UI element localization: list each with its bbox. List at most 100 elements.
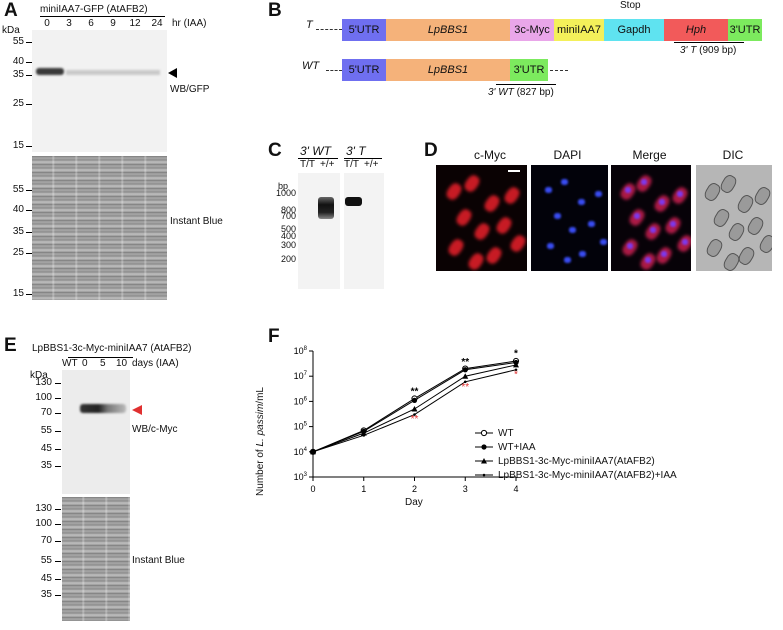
y-tick-label: 103: [294, 472, 308, 482]
panel-e-header-line: [68, 357, 133, 358]
series-point: [362, 434, 366, 437]
cmyc-marker-label: 45: [40, 443, 52, 454]
x-tick-label: 2: [412, 484, 417, 494]
t-construct: 5'UTR LpBBS1 3c-Myc miniIAA7 Gapdh Hph 3'UTR: [342, 19, 762, 41]
gel-a-marker-tick: [26, 210, 32, 211]
cmyc-lane-label: 5: [100, 358, 106, 369]
chart-series: [309, 357, 520, 455]
merge-nucleus: [659, 199, 665, 205]
cmyc-cell: [466, 251, 486, 271]
t-left-dash: [316, 29, 342, 30]
cmyc-arrowhead: [132, 405, 142, 415]
if-image-dapi: [531, 165, 608, 271]
chart-significance: **********: [411, 349, 518, 426]
merge-nucleus: [650, 227, 656, 233]
dapi-nucleus: [599, 239, 607, 245]
merge-nucleus: [644, 257, 651, 263]
southern-genotype: +/+: [364, 159, 379, 170]
instant-blue-gel-e-lanes: [62, 497, 130, 621]
panel-a-header: miniIAA7-GFP (AtAFB2): [40, 4, 148, 15]
gfp-marker-tick: [26, 146, 32, 147]
gel-e-marker-tick: [55, 595, 61, 596]
y-tick-label: 104: [294, 447, 308, 457]
panel-a-header-line: [40, 16, 165, 17]
y-axis-label-wrap: Number of L. passim/mL: [250, 387, 270, 496]
if-title-merge: Merge: [632, 148, 667, 162]
gel-e-marker-tick: [55, 579, 61, 580]
panel-c-letter: C: [268, 140, 282, 161]
dapi-nucleus: [577, 199, 585, 205]
dic-cell: [704, 236, 725, 260]
y-tick-label: 105: [294, 422, 308, 432]
x-tick-label: 0: [310, 484, 315, 494]
gel-a-marker-tick: [26, 294, 32, 295]
gfp-blot: [32, 30, 167, 152]
y-axis-label: Number of L. passim/mL: [254, 386, 266, 496]
t-allele-label: T: [306, 19, 313, 31]
southern-marker-label: 1000: [275, 188, 296, 198]
instant-blue-gel-a-lanes: [32, 156, 167, 300]
southern-band-t: [345, 197, 362, 206]
t-construct-box: LpBBS1: [386, 19, 510, 41]
dapi-nucleus: [594, 191, 602, 197]
gfp-marker-label: 25: [12, 98, 24, 109]
instant-blue-gel-e: [62, 497, 130, 621]
dic-cell: [726, 220, 747, 244]
sig-day3-red: **: [461, 382, 469, 393]
gel-e-marker-label: 45: [40, 573, 52, 584]
dic-cell: [734, 192, 756, 216]
legend-item: WT: [474, 428, 514, 439]
dic-cell: [711, 206, 732, 230]
cmyc-blot: [62, 370, 130, 494]
panel-f-letter: F: [268, 326, 280, 347]
panel-e-letter: E: [4, 335, 17, 356]
sig-day2-red: **: [411, 414, 419, 425]
wt-construct-box: 5'UTR: [342, 59, 386, 81]
southern-genotype: T/T: [344, 159, 359, 170]
southern-marker-label: 200: [280, 254, 296, 264]
gfp-lane-label: 0: [44, 18, 50, 29]
gel-e-marker-label: 130: [35, 503, 52, 514]
gfp-marker-label: 55: [12, 36, 24, 47]
legend-label: LpBBS1-3c-Myc-miniIAA7(AtAFB2): [498, 456, 655, 467]
if-title-cmyc: c-Myc: [474, 148, 506, 162]
merge-nucleus: [682, 239, 689, 245]
cmyc-cell: [482, 193, 502, 214]
legend-swatch: [475, 458, 493, 464]
cmyc-cell: [508, 233, 527, 254]
gfp-marker-tick: [26, 42, 32, 43]
y-tick-label: 107: [294, 371, 308, 381]
panel-a-kda: kDa: [2, 25, 20, 36]
t-construct-box: Gapdh: [604, 19, 664, 41]
southern-title-wt: 3' WT: [300, 144, 331, 158]
stop-label: Stop: [620, 0, 641, 11]
t-construct-box: 3'UTR: [728, 19, 762, 41]
legend-swatch: [475, 430, 493, 437]
cmyc-marker-label: 100: [35, 392, 52, 403]
wt-construct-box: LpBBS1: [386, 59, 510, 81]
series-point: [513, 361, 519, 368]
chart-axes: 0 1 2 3 4 103 104 105 106 107 108: [294, 346, 519, 494]
panel-e-header: LpBBS1-3c-Myc-miniIAA7 (AtAFB2): [32, 343, 192, 354]
cmyc-lane-label: 0: [82, 358, 88, 369]
legend-item: LpBBS1-3c-Myc-miniIAA7(AtAFB2): [474, 456, 655, 467]
merge-nucleus: [624, 187, 631, 193]
cmyc-marker-tick: [55, 383, 61, 384]
dic-cell: [745, 214, 766, 238]
cmyc-cell: [494, 215, 514, 236]
gfp-blot-label: WB/GFP: [170, 84, 210, 95]
cmyc-marker-label: 55: [40, 425, 52, 436]
y-tick-label: 108: [294, 346, 308, 356]
cmyc-cell: [502, 185, 522, 206]
gel-e-marker-label: 70: [40, 535, 52, 546]
instant-blue-label-a: Instant Blue: [170, 216, 223, 227]
merge-nucleus: [626, 243, 633, 249]
merge-nucleus: [660, 251, 667, 257]
merge-nucleus: [641, 179, 647, 185]
gfp-marker-tick: [26, 75, 32, 76]
cmyc-marker-label: 35: [40, 460, 52, 471]
cmyc-lane-label: WT: [62, 358, 78, 369]
dapi-nucleus: [569, 227, 576, 233]
cmyc-cell: [462, 173, 482, 194]
